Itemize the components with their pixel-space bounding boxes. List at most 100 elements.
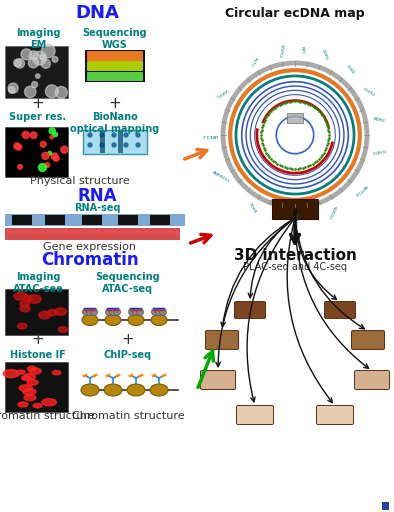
Text: SMAD7: SMAD7 — [293, 212, 297, 227]
FancyBboxPatch shape — [272, 199, 318, 219]
Circle shape — [100, 143, 104, 147]
Circle shape — [110, 309, 117, 315]
Bar — [287, 113, 303, 123]
Circle shape — [14, 59, 21, 67]
Bar — [159, 230, 164, 234]
Ellipse shape — [27, 379, 38, 385]
Ellipse shape — [104, 384, 122, 396]
Text: Chromatin: Chromatin — [41, 251, 139, 269]
Text: Imaging
ATAC-see: Imaging ATAC-see — [13, 272, 63, 293]
Circle shape — [132, 309, 139, 315]
Text: Gene expression: Gene expression — [43, 242, 136, 252]
Circle shape — [51, 153, 58, 160]
Bar — [5, 362, 68, 412]
Text: MDM2: MDM2 — [372, 117, 385, 123]
Bar — [111, 230, 116, 234]
Circle shape — [106, 309, 113, 315]
Text: DNA: DNA — [75, 4, 119, 22]
Circle shape — [8, 83, 18, 93]
Circle shape — [136, 143, 140, 147]
Bar — [71, 230, 76, 234]
Ellipse shape — [19, 385, 32, 392]
Bar — [119, 230, 124, 234]
Text: RNA-seq: RNA-seq — [74, 203, 120, 213]
Circle shape — [18, 164, 22, 169]
FancyBboxPatch shape — [206, 331, 238, 350]
Ellipse shape — [42, 399, 56, 406]
Bar — [82, 215, 102, 225]
FancyBboxPatch shape — [234, 302, 266, 318]
Ellipse shape — [54, 308, 67, 315]
Bar — [5, 46, 68, 98]
Bar — [167, 230, 172, 234]
Circle shape — [52, 56, 58, 62]
Circle shape — [14, 143, 20, 149]
Ellipse shape — [17, 370, 25, 374]
Ellipse shape — [58, 327, 68, 332]
Circle shape — [32, 81, 37, 88]
Text: Histone IF: Histone IF — [10, 350, 66, 360]
Ellipse shape — [127, 384, 145, 396]
Bar — [143, 230, 148, 234]
Circle shape — [82, 309, 89, 315]
Circle shape — [15, 59, 24, 68]
FancyBboxPatch shape — [201, 371, 236, 390]
FancyBboxPatch shape — [87, 61, 143, 71]
Circle shape — [49, 128, 55, 134]
Bar — [55, 230, 60, 234]
Ellipse shape — [22, 376, 31, 380]
Ellipse shape — [18, 402, 28, 407]
Bar — [87, 230, 92, 234]
Text: FGFR2: FGFR2 — [362, 88, 375, 98]
Circle shape — [53, 155, 59, 161]
Text: LANCL2: LANCL2 — [202, 133, 218, 137]
FancyBboxPatch shape — [87, 51, 143, 61]
Ellipse shape — [24, 395, 36, 401]
Text: NDRG1: NDRG1 — [326, 204, 336, 220]
Circle shape — [9, 87, 15, 93]
Text: Chromatin structure: Chromatin structure — [0, 411, 94, 421]
Ellipse shape — [23, 389, 36, 395]
Bar — [5, 127, 68, 177]
Circle shape — [61, 146, 68, 153]
Circle shape — [55, 87, 67, 98]
Text: +: + — [122, 332, 134, 348]
Text: Physical structure: Physical structure — [30, 176, 130, 186]
Bar — [151, 230, 156, 234]
Text: ANKRD52: ANKRD52 — [212, 171, 231, 184]
Circle shape — [41, 59, 50, 68]
Text: Circular ecDNA map: Circular ecDNA map — [225, 7, 365, 19]
Bar — [7, 230, 12, 234]
Ellipse shape — [28, 295, 41, 303]
Ellipse shape — [28, 366, 36, 371]
Bar — [63, 230, 68, 234]
Bar — [175, 230, 180, 234]
Circle shape — [112, 133, 116, 137]
Circle shape — [124, 143, 128, 147]
Text: PLAC-seq and 4C-seq: PLAC-seq and 4C-seq — [243, 262, 347, 272]
Circle shape — [24, 86, 36, 97]
Text: RNA: RNA — [77, 187, 117, 205]
Bar — [118, 131, 123, 153]
Text: CCND1: CCND1 — [371, 146, 386, 153]
Circle shape — [29, 51, 38, 60]
Bar — [5, 228, 180, 240]
Circle shape — [87, 309, 93, 315]
Bar — [150, 215, 170, 225]
Circle shape — [21, 49, 32, 60]
Bar — [100, 131, 105, 153]
Text: SEPT14: SEPT14 — [353, 183, 367, 196]
Circle shape — [48, 152, 52, 155]
Bar — [127, 230, 132, 234]
Circle shape — [91, 309, 97, 315]
Ellipse shape — [23, 374, 35, 380]
Circle shape — [152, 309, 158, 315]
Bar — [39, 230, 44, 234]
Bar — [135, 230, 140, 234]
Circle shape — [88, 133, 92, 137]
Text: +: + — [32, 96, 45, 111]
Text: +: + — [109, 96, 121, 111]
Circle shape — [15, 144, 22, 150]
Text: Imaging
EM: Imaging EM — [16, 28, 60, 50]
Circle shape — [30, 132, 37, 139]
